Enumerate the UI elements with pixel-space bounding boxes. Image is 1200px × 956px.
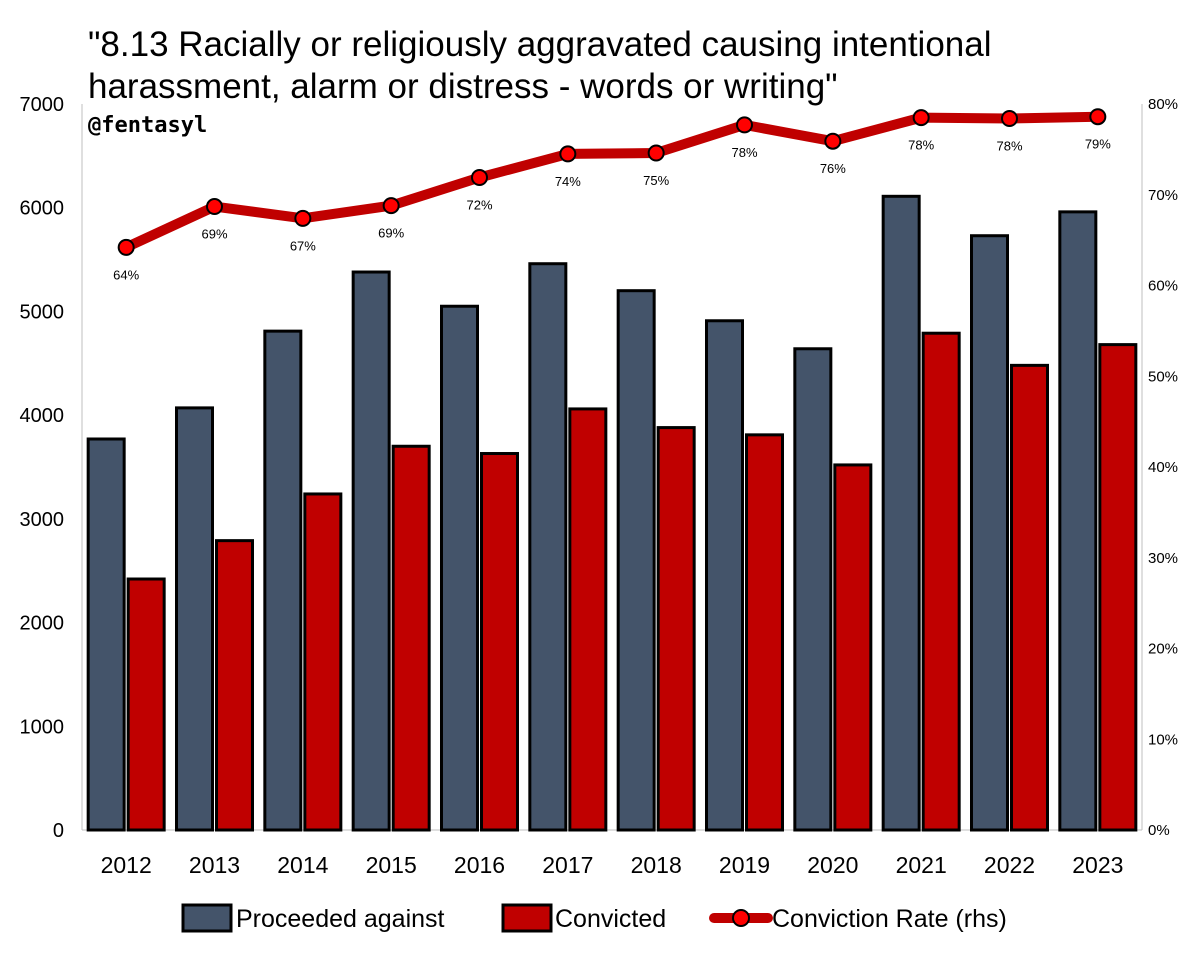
conviction-rate-point-2022 bbox=[1001, 110, 1018, 128]
bar-proceeded-2013 bbox=[175, 406, 214, 832]
y-right-tick-label: 0% bbox=[1148, 822, 1170, 839]
conviction-rate-line-series: 64% 69% 67% 69% 72% 74% 75% 78% 76% 78% 78% 79% bbox=[113, 108, 1111, 282]
conviction-rate-label-2021: 78% bbox=[908, 138, 934, 153]
conviction-rate-label-2019: 78% bbox=[731, 145, 757, 160]
bars bbox=[86, 194, 1138, 832]
conviction-rate-label-2017: 74% bbox=[555, 174, 581, 189]
x-tick-label-2013: 2013 bbox=[189, 852, 240, 878]
x-tick-label-2015: 2015 bbox=[366, 852, 417, 878]
bar-proceeded-2015 bbox=[351, 270, 391, 832]
y-axis-left-ticks: 0 1000 2000 3000 4000 5000 6000 7000 bbox=[20, 94, 65, 842]
bar-convicted-2014 bbox=[303, 492, 343, 832]
chart-title-line-1: "8.13 Racially or religiously aggravated… bbox=[88, 25, 992, 64]
x-tick-label-2017: 2017 bbox=[542, 852, 593, 878]
conviction-rate-point-2013 bbox=[206, 198, 223, 216]
bar-convicted-2018 bbox=[656, 426, 696, 832]
conviction-rate-label-2022: 78% bbox=[996, 139, 1022, 154]
y-right-tick-label: 20% bbox=[1148, 641, 1178, 658]
y-axis-right-ticks: 0% 10% 20% 30% 40% 50% 60% 70% 80% bbox=[1148, 96, 1178, 839]
conviction-rate-point-2023 bbox=[1089, 108, 1107, 126]
y-left-tick-label: 3000 bbox=[20, 509, 65, 531]
bar-proceeded-2020 bbox=[793, 347, 833, 832]
y-right-tick-label: 60% bbox=[1148, 278, 1178, 295]
conviction-rate-point-2012 bbox=[117, 238, 135, 256]
bar-proceeded-2022 bbox=[970, 234, 1009, 832]
conviction-rate-label-2020: 76% bbox=[820, 161, 846, 176]
x-tick-label-2018: 2018 bbox=[631, 852, 682, 878]
legend-label-proceeded: Proceeded against bbox=[236, 905, 445, 933]
y-right-tick-label: 30% bbox=[1148, 550, 1178, 567]
conviction-rate-label-2016: 72% bbox=[466, 198, 492, 213]
x-tick-label-2016: 2016 bbox=[454, 852, 505, 878]
conviction-rate-label-2023: 79% bbox=[1085, 137, 1111, 152]
y-right-tick-label: 70% bbox=[1148, 187, 1178, 204]
bar-convicted-2021 bbox=[921, 331, 961, 832]
conviction-rate-point-2015 bbox=[382, 197, 400, 215]
legend-label-conviction-rate: Conviction Rate (rhs) bbox=[772, 905, 1007, 933]
conviction-rate-point-2020 bbox=[824, 132, 842, 150]
conviction-rate-label-2013: 69% bbox=[201, 227, 227, 242]
bar-proceeded-2012 bbox=[86, 437, 126, 832]
legend-swatch-convicted bbox=[501, 903, 553, 933]
chart-title: "8.13 Racially or religiously aggravated… bbox=[88, 25, 992, 106]
y-left-tick-label: 1000 bbox=[20, 716, 65, 738]
conviction-rate-label-2012: 64% bbox=[113, 267, 139, 282]
bar-proceeded-2016 bbox=[440, 304, 479, 832]
bar-convicted-2022 bbox=[1010, 363, 1049, 832]
x-axis-ticks: 2012 2013 2014 2015 2016 2017 2018 2019 2020 2021… bbox=[101, 852, 1124, 878]
conviction-rate-label-2018: 75% bbox=[643, 173, 669, 188]
conviction-rate-point-2019 bbox=[736, 116, 753, 134]
bar-convicted-2019 bbox=[745, 433, 784, 832]
y-right-tick-label: 40% bbox=[1148, 459, 1178, 476]
bar-convicted-2020 bbox=[833, 463, 873, 832]
legend-swatch-proceeded bbox=[181, 903, 233, 933]
conviction-rate-label-2014: 67% bbox=[290, 238, 316, 253]
chart-title-line-2: harassment, alarm or distress - words or… bbox=[88, 67, 838, 106]
conviction-rate-point-2017 bbox=[559, 145, 577, 163]
y-left-tick-label: 5000 bbox=[20, 301, 65, 323]
bar-convicted-2016 bbox=[480, 452, 519, 832]
conviction-rate-point-2021 bbox=[912, 109, 930, 127]
conviction-rate-label-2015: 69% bbox=[378, 226, 404, 241]
legend-marker-conviction-rate bbox=[732, 909, 750, 927]
bar-convicted-2013 bbox=[215, 539, 254, 832]
x-tick-label-2012: 2012 bbox=[101, 852, 152, 878]
x-tick-label-2019: 2019 bbox=[719, 852, 770, 878]
conviction-rate-point-2016 bbox=[471, 169, 488, 187]
y-right-tick-label: 50% bbox=[1148, 368, 1178, 385]
y-left-tick-label: 6000 bbox=[20, 198, 65, 220]
bar-convicted-2015 bbox=[391, 444, 431, 832]
y-right-tick-label: 10% bbox=[1148, 731, 1178, 748]
conviction-rate-point-2018 bbox=[647, 144, 665, 162]
conviction-rate-point-2014 bbox=[294, 209, 312, 227]
y-left-tick-label: 2000 bbox=[20, 613, 65, 635]
x-tick-label-2014: 2014 bbox=[277, 852, 328, 878]
bar-proceeded-2018 bbox=[616, 289, 656, 832]
y-left-tick-label: 0 bbox=[53, 820, 64, 842]
bar-convicted-2012 bbox=[126, 577, 166, 832]
y-left-tick-label: 4000 bbox=[20, 405, 65, 427]
bar-convicted-2017 bbox=[568, 407, 608, 832]
legend-label-convicted: Convicted bbox=[555, 905, 666, 933]
bar-convicted-2023 bbox=[1098, 343, 1138, 832]
legend: Proceeded against Convicted Conviction R… bbox=[181, 903, 1007, 933]
chart-subtitle: @fentasyl bbox=[88, 113, 207, 138]
y-right-tick-label: 80% bbox=[1148, 96, 1178, 113]
y-left-tick-label: 7000 bbox=[20, 94, 65, 116]
x-tick-label-2020: 2020 bbox=[807, 852, 858, 878]
axes bbox=[81, 104, 1143, 831]
x-tick-label-2021: 2021 bbox=[896, 852, 947, 878]
bar-proceeded-2023 bbox=[1058, 210, 1098, 832]
bar-proceeded-2019 bbox=[705, 319, 744, 832]
bar-proceeded-2021 bbox=[881, 194, 921, 832]
conviction-rate-line bbox=[121, 111, 1103, 253]
x-tick-label-2023: 2023 bbox=[1072, 852, 1123, 878]
bar-proceeded-2017 bbox=[528, 262, 568, 832]
x-tick-label-2022: 2022 bbox=[984, 852, 1035, 878]
bar-proceeded-2014 bbox=[263, 329, 303, 832]
